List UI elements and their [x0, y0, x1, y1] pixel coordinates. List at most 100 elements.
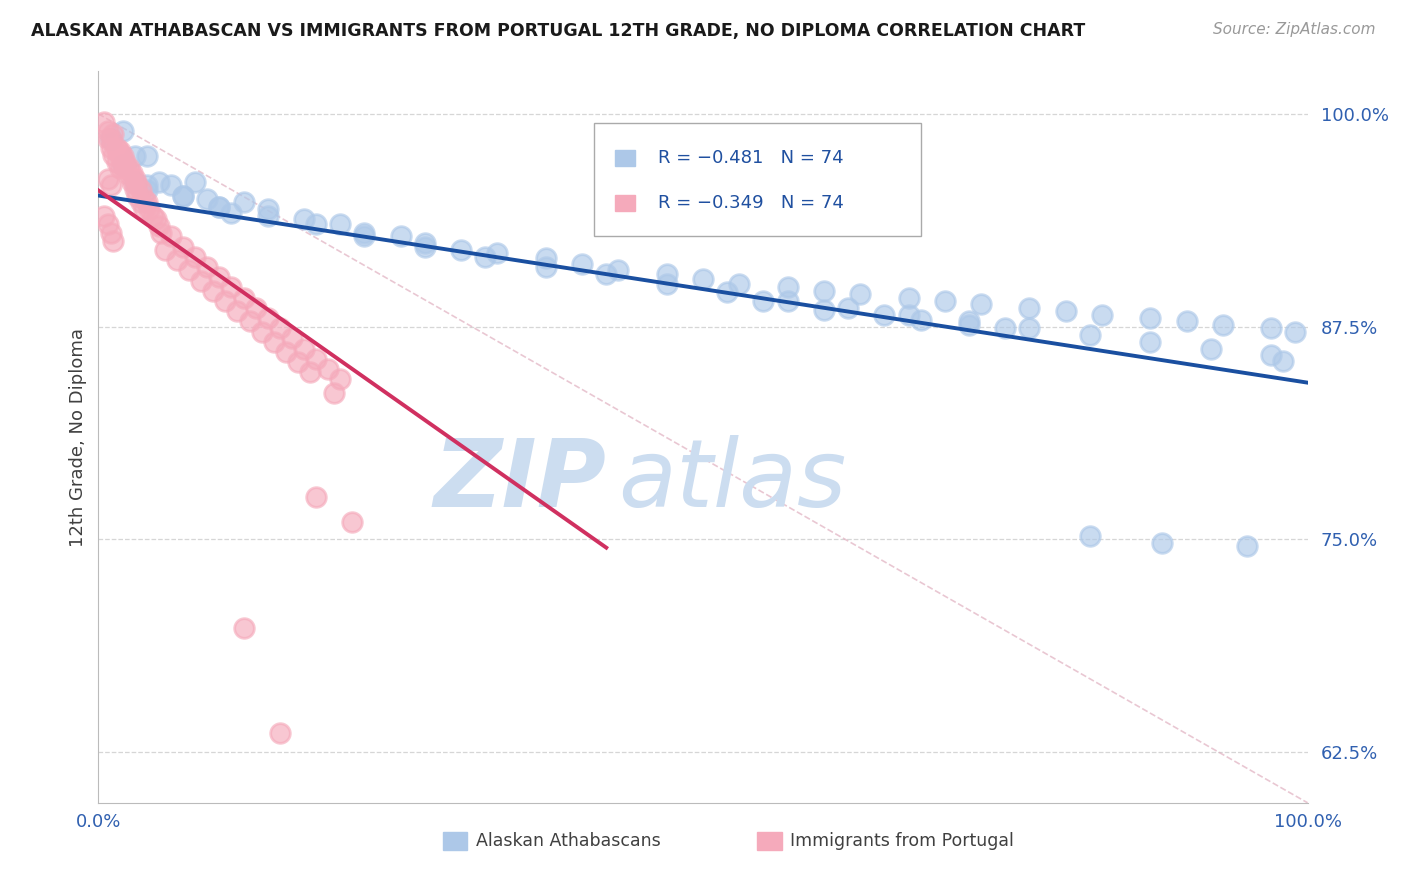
Point — [100, 226, 122, 240]
Point — [190, 274, 212, 288]
Point — [1091, 308, 1114, 322]
Point — [93, 115, 115, 129]
Point — [97, 132, 120, 146]
Point — [97, 124, 120, 138]
Point — [873, 308, 896, 322]
Point — [353, 226, 375, 240]
Point — [897, 291, 920, 305]
Point — [135, 149, 157, 163]
Point — [101, 147, 124, 161]
Point — [172, 188, 194, 202]
Point — [957, 318, 980, 332]
Point — [716, 285, 738, 300]
Point — [160, 178, 183, 193]
Point — [232, 291, 254, 305]
Point — [166, 253, 188, 268]
Point — [353, 229, 375, 244]
Point — [329, 372, 352, 386]
Point — [100, 141, 122, 155]
Point — [114, 161, 136, 176]
Point — [450, 243, 472, 257]
Point — [145, 212, 167, 227]
Point — [239, 314, 262, 328]
Point — [138, 202, 160, 216]
Point — [1272, 353, 1295, 368]
Point — [184, 175, 207, 189]
Point — [150, 226, 173, 240]
Point — [208, 201, 231, 215]
Point — [534, 260, 557, 274]
Point — [221, 205, 243, 219]
FancyBboxPatch shape — [443, 832, 467, 850]
Point — [101, 128, 124, 142]
Point — [105, 145, 128, 159]
Point — [474, 250, 496, 264]
Point — [1054, 304, 1077, 318]
Point — [124, 182, 146, 196]
Text: R = −0.481   N = 74: R = −0.481 N = 74 — [658, 149, 844, 167]
Point — [1139, 334, 1161, 349]
Text: R = −0.349   N = 74: R = −0.349 N = 74 — [658, 194, 844, 211]
Point — [1199, 342, 1222, 356]
Point — [274, 345, 297, 359]
Point — [127, 188, 149, 202]
Point — [263, 334, 285, 349]
Point — [299, 366, 322, 380]
Point — [256, 311, 278, 326]
Point — [135, 178, 157, 193]
Point — [124, 149, 146, 163]
Point — [111, 158, 134, 172]
Text: ALASKAN ATHABASCAN VS IMMIGRANTS FROM PORTUGAL 12TH GRADE, NO DIPLOMA CORRELATIO: ALASKAN ATHABASCAN VS IMMIGRANTS FROM PO… — [31, 22, 1085, 40]
Point — [849, 287, 872, 301]
Point — [160, 229, 183, 244]
Point — [269, 726, 291, 740]
Text: atlas: atlas — [619, 435, 846, 526]
Point — [287, 355, 309, 369]
Point — [1260, 348, 1282, 362]
Point — [607, 263, 630, 277]
Point — [129, 183, 152, 197]
Point — [134, 202, 156, 216]
FancyBboxPatch shape — [614, 194, 634, 211]
Point — [970, 297, 993, 311]
Point — [389, 229, 412, 244]
Point — [111, 124, 134, 138]
Point — [129, 195, 152, 210]
FancyBboxPatch shape — [758, 832, 782, 850]
Point — [595, 267, 617, 281]
Point — [292, 212, 315, 227]
Point — [118, 161, 141, 176]
Point — [813, 284, 835, 298]
Point — [114, 154, 136, 169]
Point — [118, 168, 141, 182]
Point — [1175, 314, 1198, 328]
Point — [245, 301, 267, 315]
Point — [202, 284, 225, 298]
Point — [121, 175, 143, 189]
Point — [100, 178, 122, 193]
Point — [413, 239, 436, 253]
Point — [323, 385, 346, 400]
Point — [813, 302, 835, 317]
Point — [97, 218, 120, 232]
Point — [208, 270, 231, 285]
Point — [195, 192, 218, 206]
Point — [124, 175, 146, 189]
Text: Source: ZipAtlas.com: Source: ZipAtlas.com — [1212, 22, 1375, 37]
Point — [1212, 318, 1234, 332]
Point — [100, 132, 122, 146]
Point — [111, 149, 134, 163]
Point — [208, 201, 231, 215]
Point — [108, 161, 131, 176]
FancyBboxPatch shape — [614, 150, 634, 166]
Point — [486, 246, 509, 260]
Point — [776, 293, 799, 308]
Point — [1152, 535, 1174, 549]
Point — [413, 236, 436, 251]
Point — [221, 280, 243, 294]
Y-axis label: 12th Grade, No Diploma: 12th Grade, No Diploma — [69, 327, 87, 547]
Point — [910, 312, 932, 326]
Point — [655, 277, 678, 291]
Point — [571, 256, 593, 270]
Point — [281, 331, 304, 345]
